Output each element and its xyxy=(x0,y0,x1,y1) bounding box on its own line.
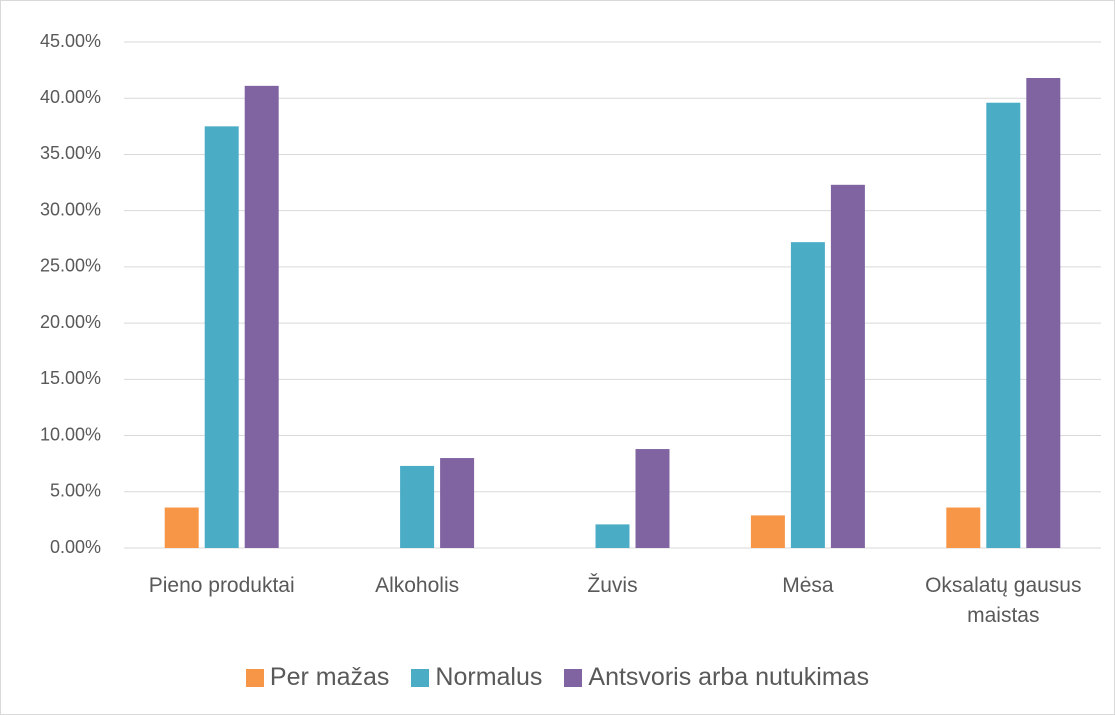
y-tick-label: 35.00% xyxy=(40,143,101,163)
y-tick-label: 45.00% xyxy=(40,31,101,51)
y-tick-label: 5.00% xyxy=(50,481,101,501)
y-tick-label: 30.00% xyxy=(40,199,101,219)
y-tick-label: 10.00% xyxy=(40,424,101,444)
x-tick-label: Alkoholis xyxy=(375,574,460,597)
bar xyxy=(204,126,239,548)
y-tick-label: 40.00% xyxy=(40,87,101,107)
bar xyxy=(440,458,475,548)
x-tick-label: Žuvis xyxy=(587,574,638,597)
legend-swatch xyxy=(245,668,264,687)
legend-label: Per mažas xyxy=(269,663,390,691)
x-tick-label: Pieno produktai xyxy=(148,574,295,597)
legend-swatch xyxy=(564,668,583,687)
bar xyxy=(1026,77,1061,548)
legend-item: Antsvoris arba nutukimas xyxy=(564,663,869,692)
x-tick-label: Oksalatų gausus maistas xyxy=(925,574,1082,627)
bar xyxy=(750,515,785,548)
x-tick-label: Mėsa xyxy=(782,574,834,597)
bar xyxy=(986,102,1021,548)
y-tick-label: 0.00% xyxy=(50,537,101,557)
bar xyxy=(790,242,825,548)
legend-swatch xyxy=(411,668,430,687)
bar xyxy=(635,449,670,548)
bar xyxy=(244,85,279,548)
y-tick-label: 20.00% xyxy=(40,312,101,332)
legend: Per mažas Normalus Antsvoris arba nutukima… xyxy=(1,663,1114,692)
bar xyxy=(595,524,630,548)
legend-label: Antsvoris arba nutukimas xyxy=(588,663,870,691)
bar xyxy=(164,507,199,548)
bar xyxy=(830,184,865,548)
bar xyxy=(400,465,435,548)
y-tick-label: 15.00% xyxy=(40,368,101,388)
legend-label: Normalus xyxy=(435,663,543,691)
y-tick-label: 25.00% xyxy=(40,256,101,276)
legend-item: Normalus xyxy=(411,663,542,692)
legend-item: Per mažas xyxy=(245,663,390,692)
bar xyxy=(946,507,981,548)
